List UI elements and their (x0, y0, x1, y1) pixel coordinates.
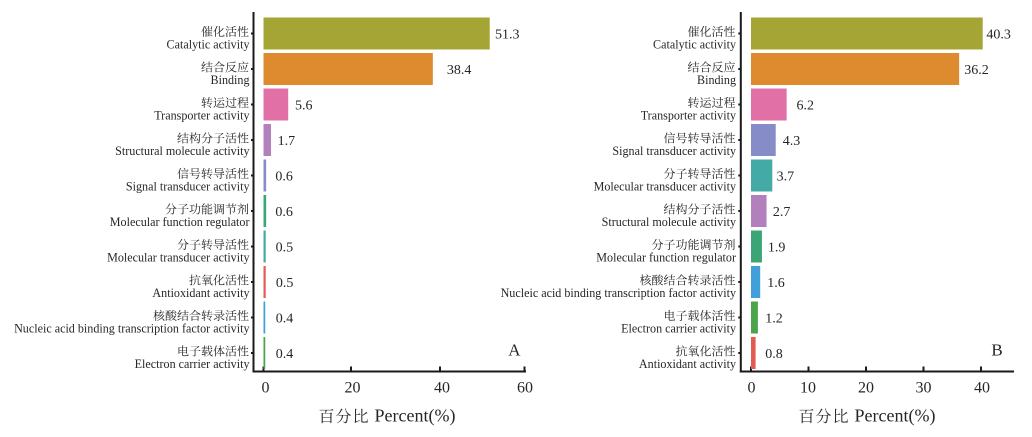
svg-text:Structural molecule activity: Structural molecule activity (115, 144, 249, 158)
svg-text:Molecular transducer activity: Molecular transducer activity (594, 179, 736, 193)
svg-text:Catalytic activity: Catalytic activity (167, 37, 250, 51)
svg-text:30: 30 (916, 380, 932, 397)
svg-text:Molecular function regulator: Molecular function regulator (596, 250, 736, 264)
svg-text:3.7: 3.7 (777, 169, 795, 184)
svg-text:0.4: 0.4 (276, 311, 294, 326)
svg-text:Percent(%): Percent(%) (375, 406, 456, 427)
svg-text:38.4: 38.4 (447, 63, 472, 78)
svg-text:Structural molecule activity: Structural molecule activity (602, 215, 736, 229)
svg-text:Binding: Binding (697, 73, 736, 87)
svg-text:0.5: 0.5 (276, 240, 294, 255)
svg-text:Electron carrier activity: Electron carrier activity (135, 357, 250, 371)
svg-text:Catalytic activity: Catalytic activity (653, 37, 736, 51)
svg-text:Transporter activity: Transporter activity (641, 108, 736, 122)
svg-text:Antioxidant activity: Antioxidant activity (152, 286, 249, 300)
svg-text:2.7: 2.7 (773, 205, 791, 220)
svg-text:5.6: 5.6 (295, 98, 313, 113)
svg-text:0.6: 0.6 (275, 205, 293, 220)
svg-text:0: 0 (748, 380, 756, 397)
svg-text:1.2: 1.2 (765, 311, 783, 326)
svg-text:20: 20 (345, 380, 361, 397)
svg-text:Nucleic acid binding transcrip: Nucleic acid binding transcription facto… (14, 321, 249, 335)
svg-text:Percent(%): Percent(%) (855, 406, 936, 427)
svg-text:0.6: 0.6 (275, 169, 293, 184)
svg-text:Molecular function regulator: Molecular function regulator (110, 215, 250, 229)
svg-text:60: 60 (517, 380, 533, 397)
svg-text:40.3: 40.3 (986, 27, 1011, 42)
svg-text:A: A (508, 341, 521, 360)
svg-text:51.3: 51.3 (495, 27, 520, 42)
svg-text:Nucleic acid binding transcrip: Nucleic acid binding transcription facto… (501, 286, 736, 300)
svg-text:36.2: 36.2 (964, 63, 989, 78)
svg-text:0.4: 0.4 (276, 347, 294, 362)
svg-text:1.6: 1.6 (767, 276, 785, 291)
svg-text:Molecular transducer activity: Molecular transducer activity (107, 250, 249, 264)
svg-text:0.8: 0.8 (765, 347, 783, 362)
svg-text:Binding: Binding (211, 73, 250, 87)
svg-text:Signal transducer activity: Signal transducer activity (612, 144, 736, 158)
svg-text:40: 40 (434, 380, 450, 397)
svg-text:0.5: 0.5 (276, 276, 294, 291)
svg-text:20: 20 (858, 380, 874, 397)
svg-text:0: 0 (262, 380, 270, 397)
svg-text:Antioxidant activity: Antioxidant activity (639, 357, 736, 371)
svg-text:B: B (991, 341, 1002, 360)
svg-text:4.3: 4.3 (783, 134, 801, 149)
svg-text:1.9: 1.9 (768, 240, 786, 255)
svg-text:Transporter activity: Transporter activity (154, 108, 249, 122)
svg-text:6.2: 6.2 (797, 98, 815, 113)
svg-text:Signal transducer activity: Signal transducer activity (126, 179, 250, 193)
svg-text:1.7: 1.7 (278, 134, 296, 149)
svg-text:40: 40 (974, 380, 990, 397)
svg-text:Electron carrier activity: Electron carrier activity (621, 321, 736, 335)
svg-text:10: 10 (800, 380, 816, 397)
